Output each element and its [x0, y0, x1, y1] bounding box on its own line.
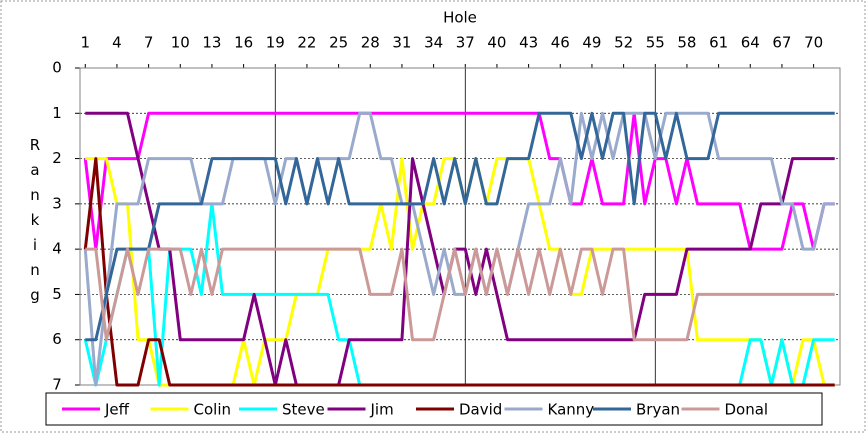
y-tick-label: 6: [52, 330, 62, 348]
plot-area: [80, 68, 840, 385]
legend-label: Donal: [725, 401, 769, 419]
x-tick-label: 28: [361, 34, 380, 52]
y-tick-label: 0: [52, 59, 62, 77]
x-tick-label: 25: [329, 34, 348, 52]
legend-label: Steve: [282, 401, 325, 419]
series-line: [85, 111, 835, 387]
x-tick-label: 40: [487, 34, 506, 52]
y-tick-label: 7: [52, 376, 62, 394]
x-tick-label: 37: [456, 34, 475, 52]
y-tick-label: 5: [52, 285, 62, 303]
x-axis-label: Hole: [443, 9, 477, 27]
x-tick-label: 58: [677, 34, 696, 52]
x-tick-label: 22: [297, 34, 316, 52]
series-line: [83, 111, 835, 251]
x-tick-label: 34: [424, 34, 443, 52]
x-tick-label: 61: [709, 34, 728, 52]
legend-label: Jim: [370, 401, 394, 419]
y-tick-label: 4: [52, 240, 62, 258]
series-line: [85, 111, 835, 342]
y-tick-label: 1: [52, 104, 62, 122]
x-tick-label: 46: [551, 34, 570, 52]
series-line: [85, 247, 835, 342]
x-tick-label: 7: [144, 34, 154, 52]
x-tick-label: 16: [234, 34, 253, 52]
x-tick-label: 67: [772, 34, 791, 52]
x-tick-label: 1: [81, 34, 91, 52]
legend-label: Kanny: [548, 401, 595, 419]
x-tick-label: 31: [392, 34, 411, 52]
x-tick-label: 19: [266, 34, 285, 52]
x-tick-label: 55: [646, 34, 665, 52]
x-tick-label: 13: [202, 34, 221, 52]
y-tick-label: 3: [52, 194, 62, 212]
series-line: [83, 111, 835, 387]
legend-label: Bryan: [636, 401, 680, 419]
x-tick-label: 10: [171, 34, 190, 52]
x-tick-label: 4: [112, 34, 122, 52]
y-axis-label: Ranking: [26, 136, 44, 311]
legend-label: Colin: [194, 401, 232, 419]
legend-label: David: [459, 401, 502, 419]
x-tick-label: 43: [519, 34, 538, 52]
x-tick-label: 49: [582, 34, 601, 52]
x-tick-label: 64: [741, 34, 760, 52]
series-line: [83, 157, 835, 387]
x-tick-label: 70: [804, 34, 823, 52]
y-tick-label: 2: [52, 149, 62, 167]
x-tick-label: 52: [614, 34, 633, 52]
legend-label: Jeff: [104, 401, 130, 419]
